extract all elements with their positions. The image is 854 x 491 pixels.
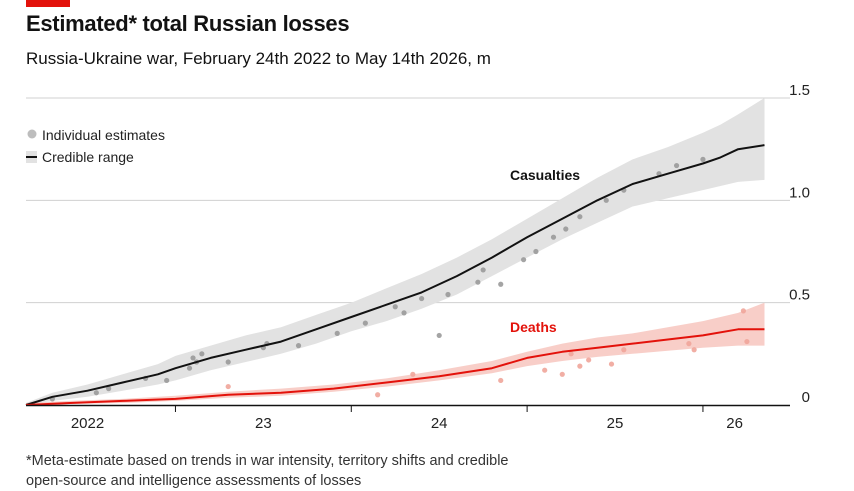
accent-bar (26, 0, 70, 7)
chart-svg: 0 0.5 1.0 1.5 2022 23 24 25 26 Individual estima… (25, 82, 810, 432)
casualties-estimate-dot (563, 226, 569, 232)
x-tick-label: 2022 (71, 415, 104, 432)
casualties-estimate-dot (334, 330, 340, 336)
casualties-estimate-dot (199, 351, 205, 357)
deaths-estimate-dot (608, 361, 615, 367)
y-tick-label: 1.0 (789, 184, 810, 201)
casualties-estimate-dot (550, 234, 557, 240)
casualties-estimate-dot (93, 390, 99, 396)
casualties-estimate-dot (673, 162, 680, 169)
x-tick-label: 25 (607, 415, 624, 432)
casualties-estimate-dot (498, 281, 504, 287)
deaths-estimate-dot (559, 371, 565, 377)
casualties-estimate-dot (475, 279, 481, 285)
deaths-estimate-dot (498, 377, 504, 384)
casualties-estimate-dot (362, 320, 368, 326)
legend-dot-icon (27, 129, 37, 139)
deaths-range-band (26, 302, 765, 405)
casualties-estimate-dot (520, 257, 527, 263)
y-tick-label: 1.5 (789, 82, 810, 99)
x-tick-label: 26 (726, 415, 743, 432)
casualties-line (25, 144, 765, 406)
casualties-estimate-dot (480, 267, 486, 273)
deaths-estimate-dot (542, 367, 548, 373)
series-label-layer: Casualties Deaths (510, 167, 580, 335)
footnote: *Meta-estimate based on trends in war in… (26, 453, 509, 489)
casualties-estimate-dot (700, 156, 706, 162)
casualties-estimate-dot (190, 355, 196, 361)
casualties-estimate-dot (445, 291, 451, 298)
deaths-estimate-dot (691, 347, 697, 353)
deaths-estimate-dot (225, 383, 231, 390)
casualties-estimate-dot (401, 310, 407, 316)
legend-range-label: Credible range (42, 149, 134, 165)
deaths-estimate-dot (375, 392, 381, 398)
x-tick-label: 23 (255, 415, 272, 432)
casualties-estimate-dot (164, 377, 170, 384)
deaths-label: Deaths (510, 319, 557, 335)
range-band-layer (26, 98, 765, 405)
casualties-label: Casualties (510, 167, 580, 183)
deaths-estimate-dot (686, 341, 692, 347)
casualties-estimate-dot (603, 197, 609, 203)
legend: Individual estimates Credible range (26, 127, 165, 165)
axis-layer: 0 0.5 1.0 1.5 2022 23 24 25 26 (26, 82, 810, 432)
casualties-estimate-dot (186, 365, 193, 371)
deaths-estimate-dot (740, 308, 746, 314)
casualties-estimate-dot (533, 248, 539, 255)
deaths-estimate-dot (586, 357, 592, 363)
deaths-estimate-dot (621, 347, 627, 353)
deaths-estimate-dot (577, 363, 583, 369)
series-line-layer (25, 144, 765, 406)
casualties-estimate-dot (295, 343, 302, 349)
chart-title: Estimated* total Russian losses (26, 11, 350, 36)
deaths-estimate-dot (410, 371, 416, 377)
y-tick-label: 0.5 (789, 287, 810, 304)
casualties-estimate-dot (436, 332, 442, 339)
deaths-estimate-dot (568, 351, 574, 357)
x-tick-label: 24 (431, 415, 448, 432)
casualties-estimate-dot (392, 304, 398, 310)
casualties-range-band (26, 98, 765, 405)
y-tick-label: 0 (802, 389, 810, 406)
casualties-estimate-dot (225, 359, 231, 365)
deaths-line (25, 328, 765, 406)
casualties-estimate-dot (419, 295, 425, 302)
chart-subtitle: Russia-Ukraine war, February 24th 2022 t… (26, 49, 491, 68)
legend-estimates-label: Individual estimates (42, 127, 165, 143)
deaths-estimate-dot (744, 338, 750, 345)
casualties-estimate-dot (577, 214, 583, 220)
casualties-estimate-dot (106, 386, 112, 392)
